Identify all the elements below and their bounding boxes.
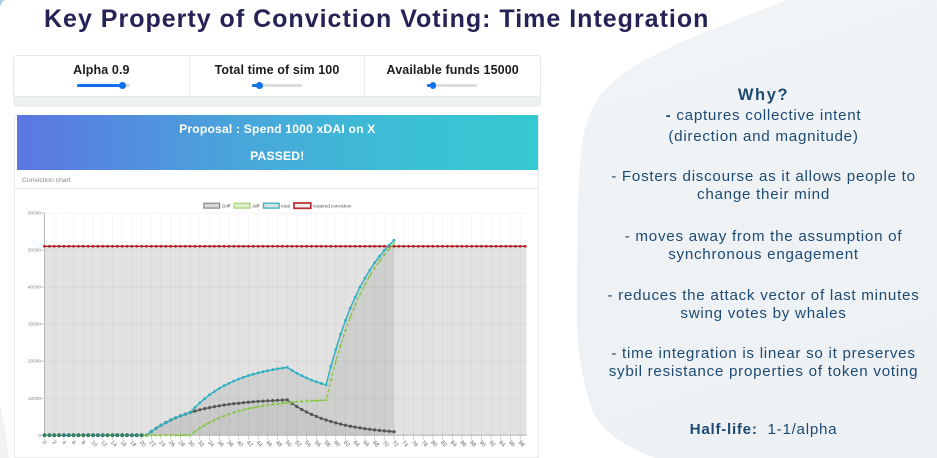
svg-text:0: 0	[41, 439, 47, 445]
svg-text:8: 8	[80, 439, 86, 445]
svg-text:30: 30	[187, 439, 196, 448]
svg-text:10: 10	[89, 439, 98, 448]
svg-text:total: total	[281, 203, 290, 208]
svg-text:Griff: Griff	[222, 203, 231, 208]
svg-text:34: 34	[206, 439, 215, 448]
svg-text:58: 58	[323, 439, 332, 448]
svg-text:66: 66	[361, 439, 370, 448]
svg-text:62: 62	[342, 439, 351, 448]
svg-text:2: 2	[51, 439, 57, 445]
svg-text:60: 60	[332, 439, 341, 448]
svg-text:84: 84	[449, 439, 458, 448]
svg-text:20000: 20000	[28, 358, 41, 363]
svg-text:86: 86	[458, 439, 467, 448]
svg-text:required conviction: required conviction	[313, 203, 352, 208]
svg-text:98: 98	[517, 439, 526, 448]
svg-text:40000: 40000	[28, 284, 41, 289]
svg-text:68: 68	[371, 439, 380, 448]
svg-text:82: 82	[439, 439, 448, 448]
svg-text:50: 50	[284, 439, 293, 448]
svg-text:94: 94	[497, 439, 506, 448]
svg-text:54: 54	[303, 439, 312, 448]
svg-text:64: 64	[352, 439, 361, 448]
svg-text:46: 46	[264, 439, 273, 448]
svg-text:74: 74	[400, 439, 409, 448]
svg-text:14: 14	[109, 439, 118, 448]
svg-text:88: 88	[468, 439, 477, 448]
svg-text:96: 96	[507, 439, 516, 448]
svg-text:32: 32	[196, 439, 205, 448]
svg-text:0: 0	[38, 432, 41, 437]
svg-text:60000: 60000	[28, 210, 41, 215]
svg-text:50000: 50000	[28, 247, 41, 252]
svg-text:Jeff: Jeff	[252, 203, 260, 208]
svg-text:48: 48	[274, 439, 283, 448]
svg-text:10000: 10000	[28, 395, 41, 400]
svg-text:42: 42	[245, 439, 254, 448]
svg-text:80: 80	[429, 439, 438, 448]
svg-text:52: 52	[293, 439, 302, 448]
svg-text:30000: 30000	[28, 321, 41, 326]
svg-text:20: 20	[138, 439, 147, 448]
svg-text:90: 90	[478, 439, 487, 448]
svg-text:72: 72	[390, 439, 399, 448]
svg-text:22: 22	[148, 439, 157, 448]
svg-text:26: 26	[167, 439, 176, 448]
svg-text:28: 28	[177, 439, 186, 448]
svg-text:56: 56	[313, 439, 322, 448]
svg-text:78: 78	[420, 439, 429, 448]
svg-text:40: 40	[235, 439, 244, 448]
svg-text:44: 44	[255, 439, 264, 448]
svg-text:76: 76	[410, 439, 419, 448]
svg-text:4: 4	[60, 439, 66, 445]
svg-text:16: 16	[119, 439, 128, 448]
svg-text:18: 18	[128, 439, 137, 448]
svg-text:38: 38	[225, 439, 234, 448]
svg-text:24: 24	[157, 439, 166, 448]
svg-text:12: 12	[99, 439, 108, 448]
svg-text:6: 6	[70, 439, 76, 445]
svg-text:92: 92	[488, 439, 497, 448]
svg-text:70: 70	[381, 439, 390, 448]
svg-text:36: 36	[216, 439, 225, 448]
